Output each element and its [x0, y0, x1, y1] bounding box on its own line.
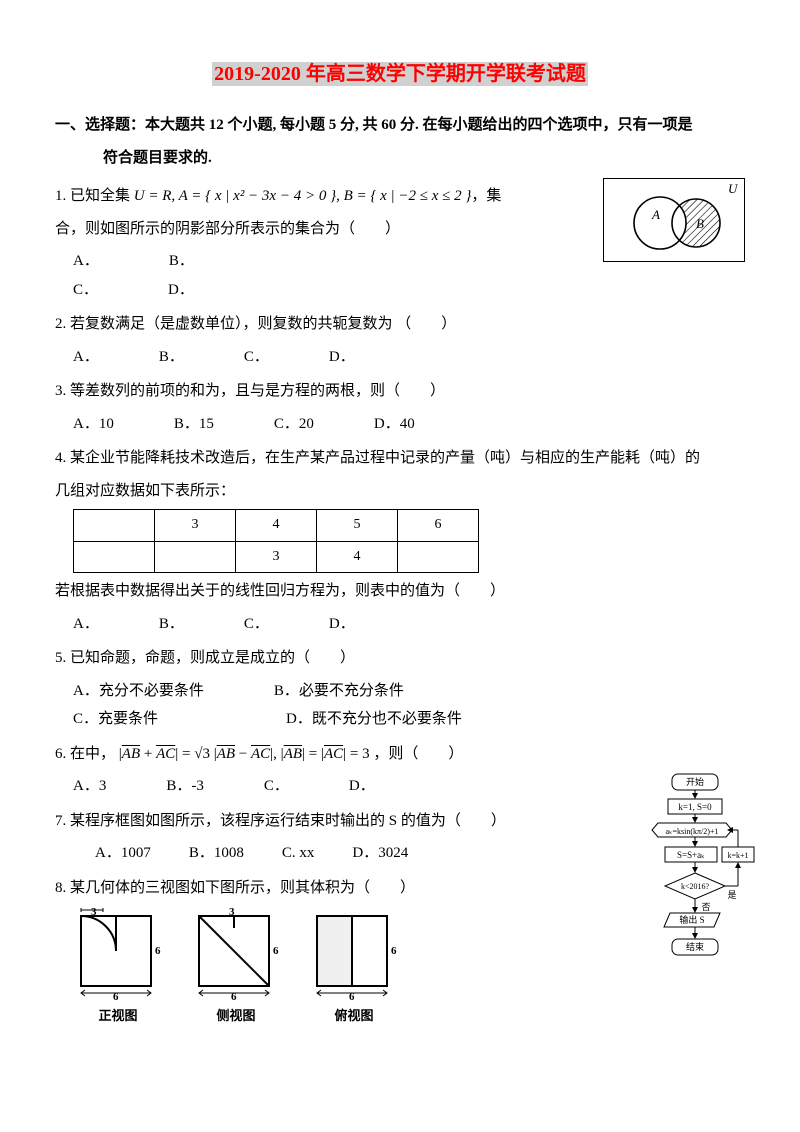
q5-opt-a: A．充分不必要条件: [73, 677, 204, 706]
q6-opt-c: C．: [264, 772, 289, 801]
svg-text:6: 6: [273, 945, 279, 957]
svg-text:aₖ=ksin(kπ/2)+1: aₖ=ksin(kπ/2)+1: [666, 827, 719, 836]
q5-opt-c: C．充要条件: [73, 705, 158, 734]
svg-text:S=S+aₖ: S=S+aₖ: [677, 850, 705, 860]
svg-text:k=1, S=0: k=1, S=0: [678, 802, 712, 812]
q4-opt-a: A．: [73, 610, 99, 639]
q1-formula: U = R, A = { x | x² − 3x − 4 > 0 }, B = …: [134, 188, 472, 204]
q3-opt-a: A．10: [73, 410, 114, 439]
venn-b-label: B: [696, 216, 704, 231]
q1-line1: 1. 已知全集 U = R, A = { x | x² − 3x − 4 > 0…: [55, 182, 593, 211]
q4-table: 3456 34: [73, 509, 479, 573]
q4-line1: 4. 某企业节能降耗技术改造后，在生产某产品过程中记录的产量（吨）与相应的生产能…: [55, 444, 745, 473]
q6-opt-d: D．: [349, 772, 375, 801]
q1-opt-a: A．: [73, 247, 99, 276]
front-view-label: 正视图: [73, 1004, 163, 1029]
q4-opt-b: B．: [159, 610, 184, 639]
svg-text:结束: 结束: [686, 941, 704, 952]
q6-opt-a: A．3: [73, 772, 106, 801]
q1-line2: 合，则如图所示的阴影部分所表示的集合为（ ）: [55, 215, 593, 244]
q6-text: 6. 在中， |AB + AC| = √3 |AB − AC|, |AB| = …: [55, 740, 745, 769]
q2-opt-d: D．: [329, 343, 355, 372]
q4-line3: 若根据表中数据得出关于的线性回归方程为，则表中的值为（ ）: [55, 577, 745, 606]
venn-u-label: U: [728, 181, 739, 196]
svg-text:是: 是: [727, 890, 736, 900]
q6-formula: |AB + AC| = √3 |AB − AC|, |AB| = |AC| = …: [119, 746, 370, 762]
svg-text:k=k+1: k=k+1: [727, 851, 748, 860]
q4-opt-d: D．: [329, 610, 355, 639]
q5-opt-b: B．必要不充分条件: [274, 677, 404, 706]
q2-opt-b: B．: [159, 343, 184, 372]
q3-opt-b: B．15: [174, 410, 214, 439]
svg-text:6: 6: [155, 945, 161, 957]
q8-text: 8. 某几何体的三视图如下图所示，则其体积为（ ）: [55, 874, 745, 903]
svg-text:6: 6: [391, 945, 397, 957]
venn-a-label: A: [651, 207, 660, 222]
three-view-diagram: 3 6 6 正视图: [73, 908, 650, 1029]
q3-text: 3. 等差数列的前项的和为，且与是方程的两根，则（ ）: [55, 377, 745, 406]
q2-text: 2. 若复数满足（是虚数单位），则复数的共轭复数为 （ ）: [55, 310, 745, 339]
q4-line2: 几组对应数据如下表所示：: [55, 477, 745, 506]
q4-opt-c: C．: [244, 610, 269, 639]
flowchart-diagram: 开始 k=1, S=0 aₖ=ksin(kπ/2)+1 S=S+aₖ k=k+1: [650, 772, 755, 1004]
q5-text: 5. 已知命题，命题，则成立是成立的（ ）: [55, 644, 745, 673]
q7-text: 7. 某程序框图如图所示，该程序运行结束时输出的 S 的值为（ ）: [55, 807, 745, 836]
section-1-header: 一、选择题：本大题共 12 个小题, 每小题 5 分, 共 60 分. 在每小题…: [55, 111, 745, 140]
q7-opt-a: A．1007: [95, 839, 151, 868]
q5-opt-d: D．既不充分也不必要条件: [286, 705, 462, 734]
section-1-header-cont: 符合题目要求的.: [55, 144, 745, 173]
q2-opt-c: C．: [244, 343, 269, 372]
q1-opt-b: B．: [169, 247, 194, 276]
svg-text:k<2016?: k<2016?: [681, 882, 710, 891]
q7-opt-c: C. xx: [282, 839, 315, 868]
q3-opt-c: C．20: [274, 410, 314, 439]
venn-diagram: A B U: [603, 178, 745, 262]
side-view-label: 侧视图: [191, 1004, 281, 1029]
q7-opt-b: B．1008: [189, 839, 244, 868]
svg-text:输出 S: 输出 S: [679, 914, 704, 925]
q1-opt-c: C．: [73, 276, 98, 305]
q7-opt-d: D．3024: [352, 839, 408, 868]
q3-opt-d: D．40: [374, 410, 415, 439]
svg-text:开始: 开始: [686, 776, 704, 787]
q1-opt-d: D．: [168, 276, 194, 305]
page-title: 2019-2020 年高三数学下学期开学联考试题: [55, 55, 745, 93]
top-view-label: 俯视图: [309, 1004, 399, 1029]
q6-opt-b: B．-3: [166, 772, 204, 801]
q2-opt-a: A．: [73, 343, 99, 372]
svg-text:3: 3: [229, 908, 235, 918]
svg-text:否: 否: [701, 902, 710, 912]
